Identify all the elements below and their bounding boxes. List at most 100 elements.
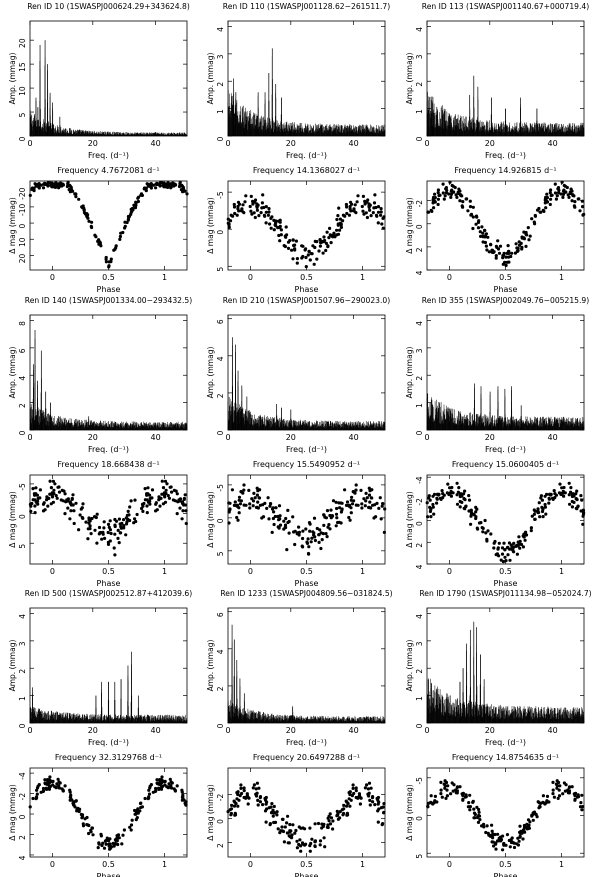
phase-xlabel: Phase bbox=[295, 872, 319, 877]
phase-point bbox=[93, 515, 97, 519]
phase-point bbox=[494, 847, 498, 851]
phase-point bbox=[376, 205, 381, 209]
phase-point bbox=[112, 546, 116, 550]
phase-point bbox=[184, 521, 188, 526]
panel-ren-id-113: Ren ID 113 (1SWASPJ001140.67+000719.4) 0 2… bbox=[405, 2, 589, 294]
panel-ren-id-210: Ren ID 210 (1SWASPJ001507.96−290023.0) 0 2… bbox=[206, 296, 390, 588]
phase-point bbox=[426, 801, 430, 806]
phase-point bbox=[376, 221, 380, 225]
periodogram-xtick-label: 40 bbox=[349, 726, 359, 735]
phase-point bbox=[303, 248, 307, 252]
phase-point bbox=[318, 528, 322, 532]
phase-point bbox=[166, 183, 170, 187]
phase-point bbox=[567, 481, 571, 485]
phase-point bbox=[581, 514, 585, 518]
phase-point bbox=[51, 779, 55, 784]
phase-point bbox=[339, 225, 343, 229]
phase-point bbox=[485, 539, 489, 543]
phase-point bbox=[458, 199, 462, 203]
phase-point bbox=[318, 843, 322, 847]
phase-point bbox=[46, 504, 50, 508]
phase-xtick-label: 0.5 bbox=[102, 273, 115, 282]
phase-point bbox=[363, 786, 367, 790]
phase-point bbox=[248, 502, 252, 506]
phase-point bbox=[467, 494, 471, 498]
phase-point bbox=[104, 255, 108, 260]
phase-point bbox=[581, 205, 585, 209]
periodogram-ytick-label: 2 bbox=[415, 669, 424, 674]
periodogram-xtick-label: 0 bbox=[424, 433, 429, 442]
phase-point bbox=[128, 825, 132, 829]
periodogram-frame bbox=[227, 607, 386, 724]
phase-point bbox=[467, 498, 472, 502]
phase-point bbox=[447, 192, 451, 196]
phase-point bbox=[476, 820, 481, 825]
phase-point bbox=[291, 823, 295, 827]
periodogram-ylabel: Amp. (mmag) bbox=[206, 347, 215, 399]
phase-point bbox=[230, 488, 234, 492]
phase-point bbox=[271, 814, 275, 818]
periodogram-ytick-label: 0 bbox=[216, 723, 225, 728]
phase-point bbox=[383, 507, 387, 511]
phase-point bbox=[463, 498, 467, 502]
phase-point bbox=[353, 491, 357, 495]
phase-point bbox=[37, 184, 41, 188]
phase-point bbox=[106, 530, 110, 535]
phase-point bbox=[575, 498, 579, 502]
periodogram-frame bbox=[29, 314, 188, 431]
phase-point bbox=[492, 541, 496, 545]
phase-point bbox=[255, 208, 259, 212]
phase-point bbox=[57, 786, 62, 790]
phase-point bbox=[516, 246, 520, 250]
phase-point bbox=[115, 834, 119, 838]
phase-point bbox=[336, 214, 340, 218]
phase-point bbox=[38, 496, 42, 500]
phase-xtick-label: 1 bbox=[360, 567, 365, 576]
phase-point bbox=[306, 253, 310, 257]
phase-point bbox=[295, 257, 299, 261]
periodogram-trace bbox=[29, 664, 188, 723]
phase-point bbox=[32, 186, 36, 190]
phase-point bbox=[175, 784, 179, 788]
phase-point bbox=[331, 499, 336, 503]
phase-point bbox=[361, 194, 365, 198]
periodogram-ytick-label: 0 bbox=[216, 430, 225, 435]
phase-point bbox=[71, 493, 75, 497]
periodogram-ylabel: Amp. (mmag) bbox=[405, 347, 414, 399]
phase-point bbox=[433, 794, 437, 799]
phase-point bbox=[60, 787, 64, 791]
panel-title: Ren ID 500 (1SWASPJ002512.87+412039.6) bbox=[25, 589, 192, 598]
phase-point bbox=[88, 524, 92, 528]
phase-point bbox=[87, 521, 91, 525]
phase-point bbox=[154, 789, 158, 793]
phase-point bbox=[485, 248, 489, 252]
phase-point bbox=[435, 496, 439, 500]
phase-point bbox=[295, 839, 299, 843]
phase-point bbox=[35, 796, 39, 800]
phase-point bbox=[362, 497, 366, 501]
phase-point bbox=[54, 183, 58, 187]
phase-point bbox=[379, 213, 383, 217]
phase-point bbox=[512, 541, 516, 546]
phase-point bbox=[71, 189, 75, 193]
phase-point bbox=[262, 213, 266, 217]
phase-point bbox=[309, 841, 313, 846]
phase-point bbox=[267, 806, 271, 810]
phase-point bbox=[31, 796, 35, 801]
phase-point bbox=[310, 837, 314, 841]
phase-point bbox=[481, 530, 485, 534]
phase-ytick-label: 20 bbox=[18, 253, 27, 263]
phase-ytick-label: -10 bbox=[18, 204, 27, 216]
phase-ytick-label: 5 bbox=[18, 544, 27, 549]
phase-xtick-label: 0.5 bbox=[300, 567, 313, 576]
phase-point bbox=[354, 789, 358, 793]
phase-point bbox=[178, 497, 183, 501]
phase-point bbox=[479, 521, 483, 525]
phase-point bbox=[46, 778, 50, 782]
phase-point bbox=[145, 498, 149, 502]
periodogram-ytick-label: 0 bbox=[18, 723, 27, 728]
phase-point bbox=[324, 516, 328, 520]
phase-point bbox=[361, 209, 365, 213]
phase-point bbox=[454, 193, 458, 197]
phase-point bbox=[158, 778, 162, 782]
